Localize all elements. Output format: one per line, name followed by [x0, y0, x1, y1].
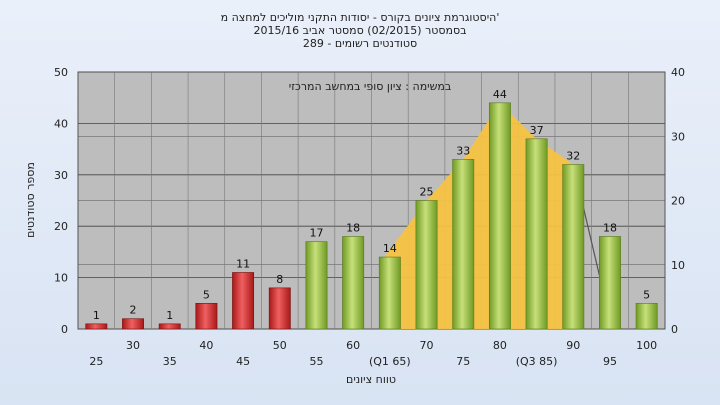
x-tick-label: 50 [273, 339, 287, 352]
bar [488, 102, 511, 330]
y-axis-label: מספר סטודנטים [24, 162, 37, 238]
y2-tick-label: 0 [671, 323, 678, 336]
x-axis-label: טווח ציונים [346, 373, 396, 386]
bar-value-label: 33 [456, 144, 470, 157]
x-tick-label: 45 [236, 355, 250, 368]
y-tick-label: 20 [54, 220, 68, 233]
x-tick-label: 55 [309, 355, 323, 368]
chart-title-line-3: סטודנטים רשומים - 289 [302, 37, 418, 50]
bar [525, 138, 548, 330]
x-tick-label: 90 [566, 339, 580, 352]
y2-tick-label: 10 [671, 259, 685, 272]
bar [122, 318, 144, 330]
x-tick-label: 95 [603, 355, 617, 368]
chart-annotation: במשימה : ציון סופי במחשב המרכזי [289, 80, 452, 93]
x-tick-label: 60 [346, 339, 360, 352]
bar-value-label: 25 [420, 186, 434, 199]
bar-value-label: 18 [603, 221, 617, 234]
bar [268, 287, 291, 330]
x-tick-label: 100 [636, 339, 657, 352]
bar-value-label: 32 [566, 150, 580, 163]
bar [635, 302, 658, 330]
bar-value-label: 37 [530, 124, 544, 137]
bar [85, 323, 108, 330]
bar [195, 302, 218, 330]
x-tick-label: 25 [89, 355, 103, 368]
bar-value-label: 17 [309, 227, 323, 240]
bar-value-label: 44 [493, 88, 507, 101]
bar-value-label: 2 [130, 304, 137, 317]
x-tick-label: (Q3 85) [516, 355, 558, 368]
x-tick-label: 35 [163, 355, 177, 368]
y-tick-label: 40 [54, 117, 68, 130]
y-tick-label: 10 [54, 272, 68, 285]
bar [562, 164, 585, 330]
bar [305, 241, 328, 330]
bar-value-label: 18 [346, 221, 360, 234]
y-tick-label: 50 [54, 66, 68, 79]
bar-value-label: 5 [643, 288, 650, 301]
x-tick-label: 30 [126, 339, 140, 352]
chart-title-line-2: בסמסטר (02/2015) סמסטר אביב 2015/16 [253, 24, 467, 37]
y2-tick-label: 30 [671, 130, 685, 143]
bar [415, 200, 438, 330]
bar [599, 236, 621, 330]
x-tick-label: (Q1 65) [369, 355, 411, 368]
bar [232, 272, 255, 330]
bar-value-label: 14 [383, 242, 397, 255]
bar-value-label: 11 [236, 257, 250, 270]
bar-value-label: 5 [203, 288, 210, 301]
y-tick-label: 30 [54, 169, 68, 182]
bar [158, 323, 181, 330]
bar-value-label: 8 [276, 273, 283, 286]
bar-value-label: 1 [93, 309, 100, 322]
bar [378, 256, 401, 330]
x-tick-label: 80 [493, 339, 507, 352]
bar [452, 159, 475, 330]
chart-title-line-1: היסטוגרמת ציונים בקורס - יסודות התקני מו… [220, 11, 500, 24]
y2-tick-label: 40 [671, 66, 685, 79]
x-tick-label: 40 [199, 339, 213, 352]
bar-value-label: 1 [166, 309, 173, 322]
y-tick-label: 0 [61, 323, 68, 336]
x-tick-label: 75 [456, 355, 470, 368]
bar [342, 236, 365, 330]
x-tick-label: 70 [420, 339, 434, 352]
y2-tick-label: 20 [671, 195, 685, 208]
